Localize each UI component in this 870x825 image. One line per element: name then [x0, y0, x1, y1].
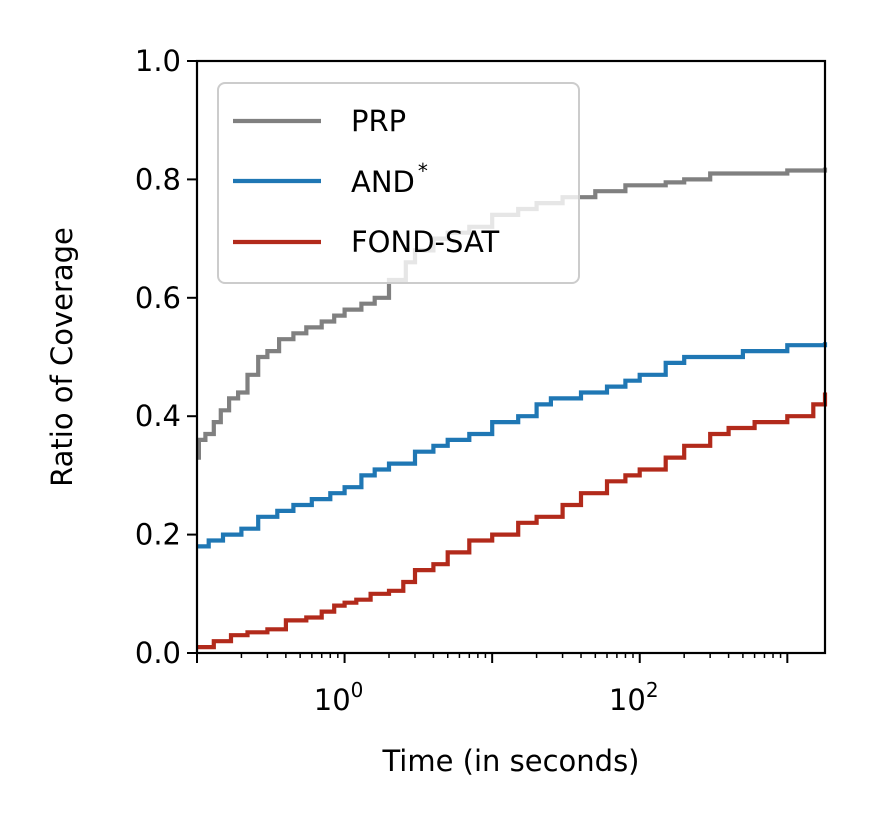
legend-box — [217, 82, 580, 284]
x-axis-label: Time (in seconds) — [381, 744, 639, 778]
legend-label-prp: PRP — [351, 104, 406, 138]
legend-label-and-base: AND — [351, 165, 415, 199]
y-tick-label: 0.8 — [135, 162, 181, 196]
y-tick-label: 0.0 — [135, 636, 181, 670]
y-tick-label: 0.4 — [135, 399, 181, 433]
series-line-prp — [196, 167, 828, 460]
x-tick-label: 100 — [314, 678, 364, 717]
y-axis-ticks: 0.0 0.2 0.4 0.6 0.8 1.0 — [135, 44, 197, 670]
y-tick-label: 0.6 — [135, 281, 181, 315]
y-tick-label: 1.0 — [135, 44, 181, 78]
series-line-and — [197, 342, 828, 549]
legend: PRP AND * FOND-SAT — [217, 82, 580, 284]
legend-label-and-star: AND * — [351, 159, 428, 199]
y-axis-label: Ratio of Coverage — [45, 227, 79, 487]
plot-frame — [195, 59, 827, 655]
legend-label-fond-sat: FOND-SAT — [351, 225, 500, 259]
x-axis-ticks: 100 102 — [196, 653, 789, 717]
series-line-fond-sat — [197, 392, 828, 650]
x-tick-label: 102 — [609, 678, 659, 717]
y-tick-label: 0.2 — [135, 518, 181, 552]
series-layer — [196, 167, 828, 650]
legend-label-and-sup: * — [418, 159, 428, 183]
